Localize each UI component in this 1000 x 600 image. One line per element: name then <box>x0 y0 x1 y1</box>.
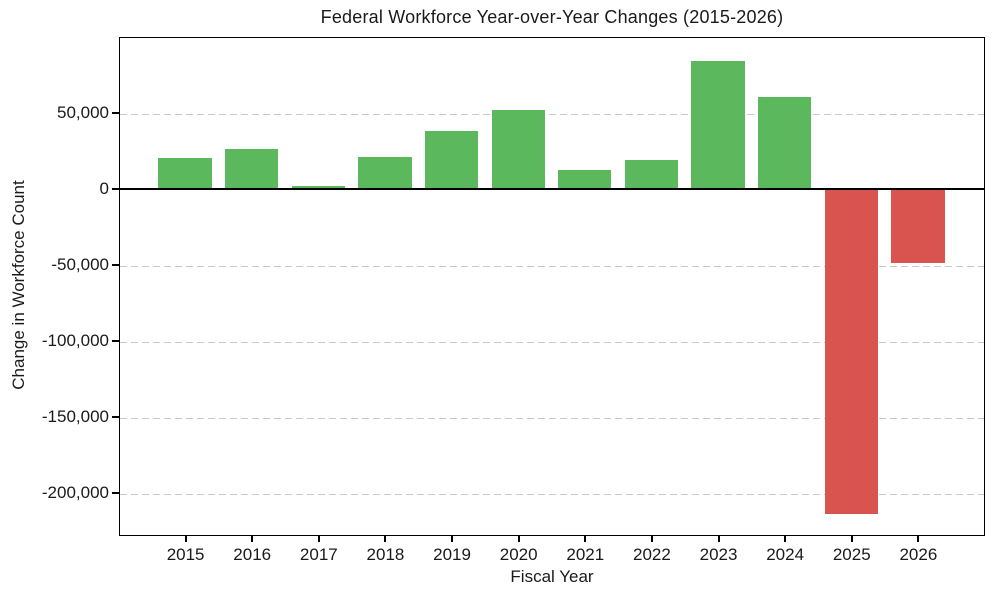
bar-2021 <box>558 170 612 189</box>
xtick-mark <box>717 536 720 542</box>
bar-2023 <box>691 60 745 189</box>
xtick-label: 2016 <box>233 545 272 564</box>
xtick-label: 2019 <box>433 545 471 564</box>
ytick-label: -150,000 <box>41 407 109 427</box>
xtick-mark <box>650 536 653 542</box>
ytick-mark <box>112 112 119 115</box>
xtick-label: 2021 <box>566 545 605 564</box>
ytick-label: 50,000 <box>57 103 109 123</box>
xtick-mark <box>317 536 320 542</box>
xtick-label: 2020 <box>499 545 538 564</box>
gridline <box>120 341 984 343</box>
xtick-mark <box>584 536 587 542</box>
xtick-mark <box>850 536 853 542</box>
bar-2022 <box>624 159 679 189</box>
chart-title: Federal Workforce Year-over-Year Changes… <box>320 7 784 27</box>
bar-2016 <box>225 149 279 189</box>
gridline <box>120 113 984 115</box>
gridline <box>120 417 984 419</box>
bar-2026 <box>891 188 945 264</box>
gridline <box>120 493 984 495</box>
xtick-label: 2018 <box>366 545 405 564</box>
bar-2018 <box>358 156 412 189</box>
xtick-mark <box>917 536 920 542</box>
xtick-mark <box>517 536 520 542</box>
xtick-mark <box>251 536 254 542</box>
bar-2017 <box>291 186 345 189</box>
bar-2019 <box>424 130 479 189</box>
xtick-label: 2022 <box>633 545 671 564</box>
ytick-label: -100,000 <box>41 331 109 351</box>
ytick-mark <box>112 416 119 419</box>
ytick-label: -50,000 <box>51 255 109 275</box>
xtick-mark <box>184 536 187 542</box>
xtick-label: 2023 <box>699 545 738 564</box>
ytick-label: 0 <box>99 179 109 199</box>
xtick-label: 2017 <box>299 545 338 564</box>
plot-area <box>119 37 985 536</box>
ytick-mark <box>112 492 119 495</box>
x-axis-label: Fiscal Year <box>510 567 594 586</box>
bar-2024 <box>758 97 812 189</box>
xtick-mark <box>784 536 787 542</box>
zero-line <box>120 187 984 190</box>
ytick-label: -200,000 <box>41 483 109 503</box>
gridline <box>120 265 984 267</box>
bar-2015 <box>158 158 212 189</box>
xtick-label: 2015 <box>166 545 205 564</box>
xtick-mark <box>451 536 454 542</box>
bar-2020 <box>491 109 545 189</box>
xtick-label: 2025 <box>832 545 871 564</box>
bar-2025 <box>824 188 878 515</box>
xtick-label: 2026 <box>899 545 938 564</box>
xtick-label: 2024 <box>766 545 805 564</box>
xtick-mark <box>384 536 387 542</box>
ytick-mark <box>112 188 119 191</box>
ytick-mark <box>112 264 119 267</box>
ytick-mark <box>112 340 119 343</box>
